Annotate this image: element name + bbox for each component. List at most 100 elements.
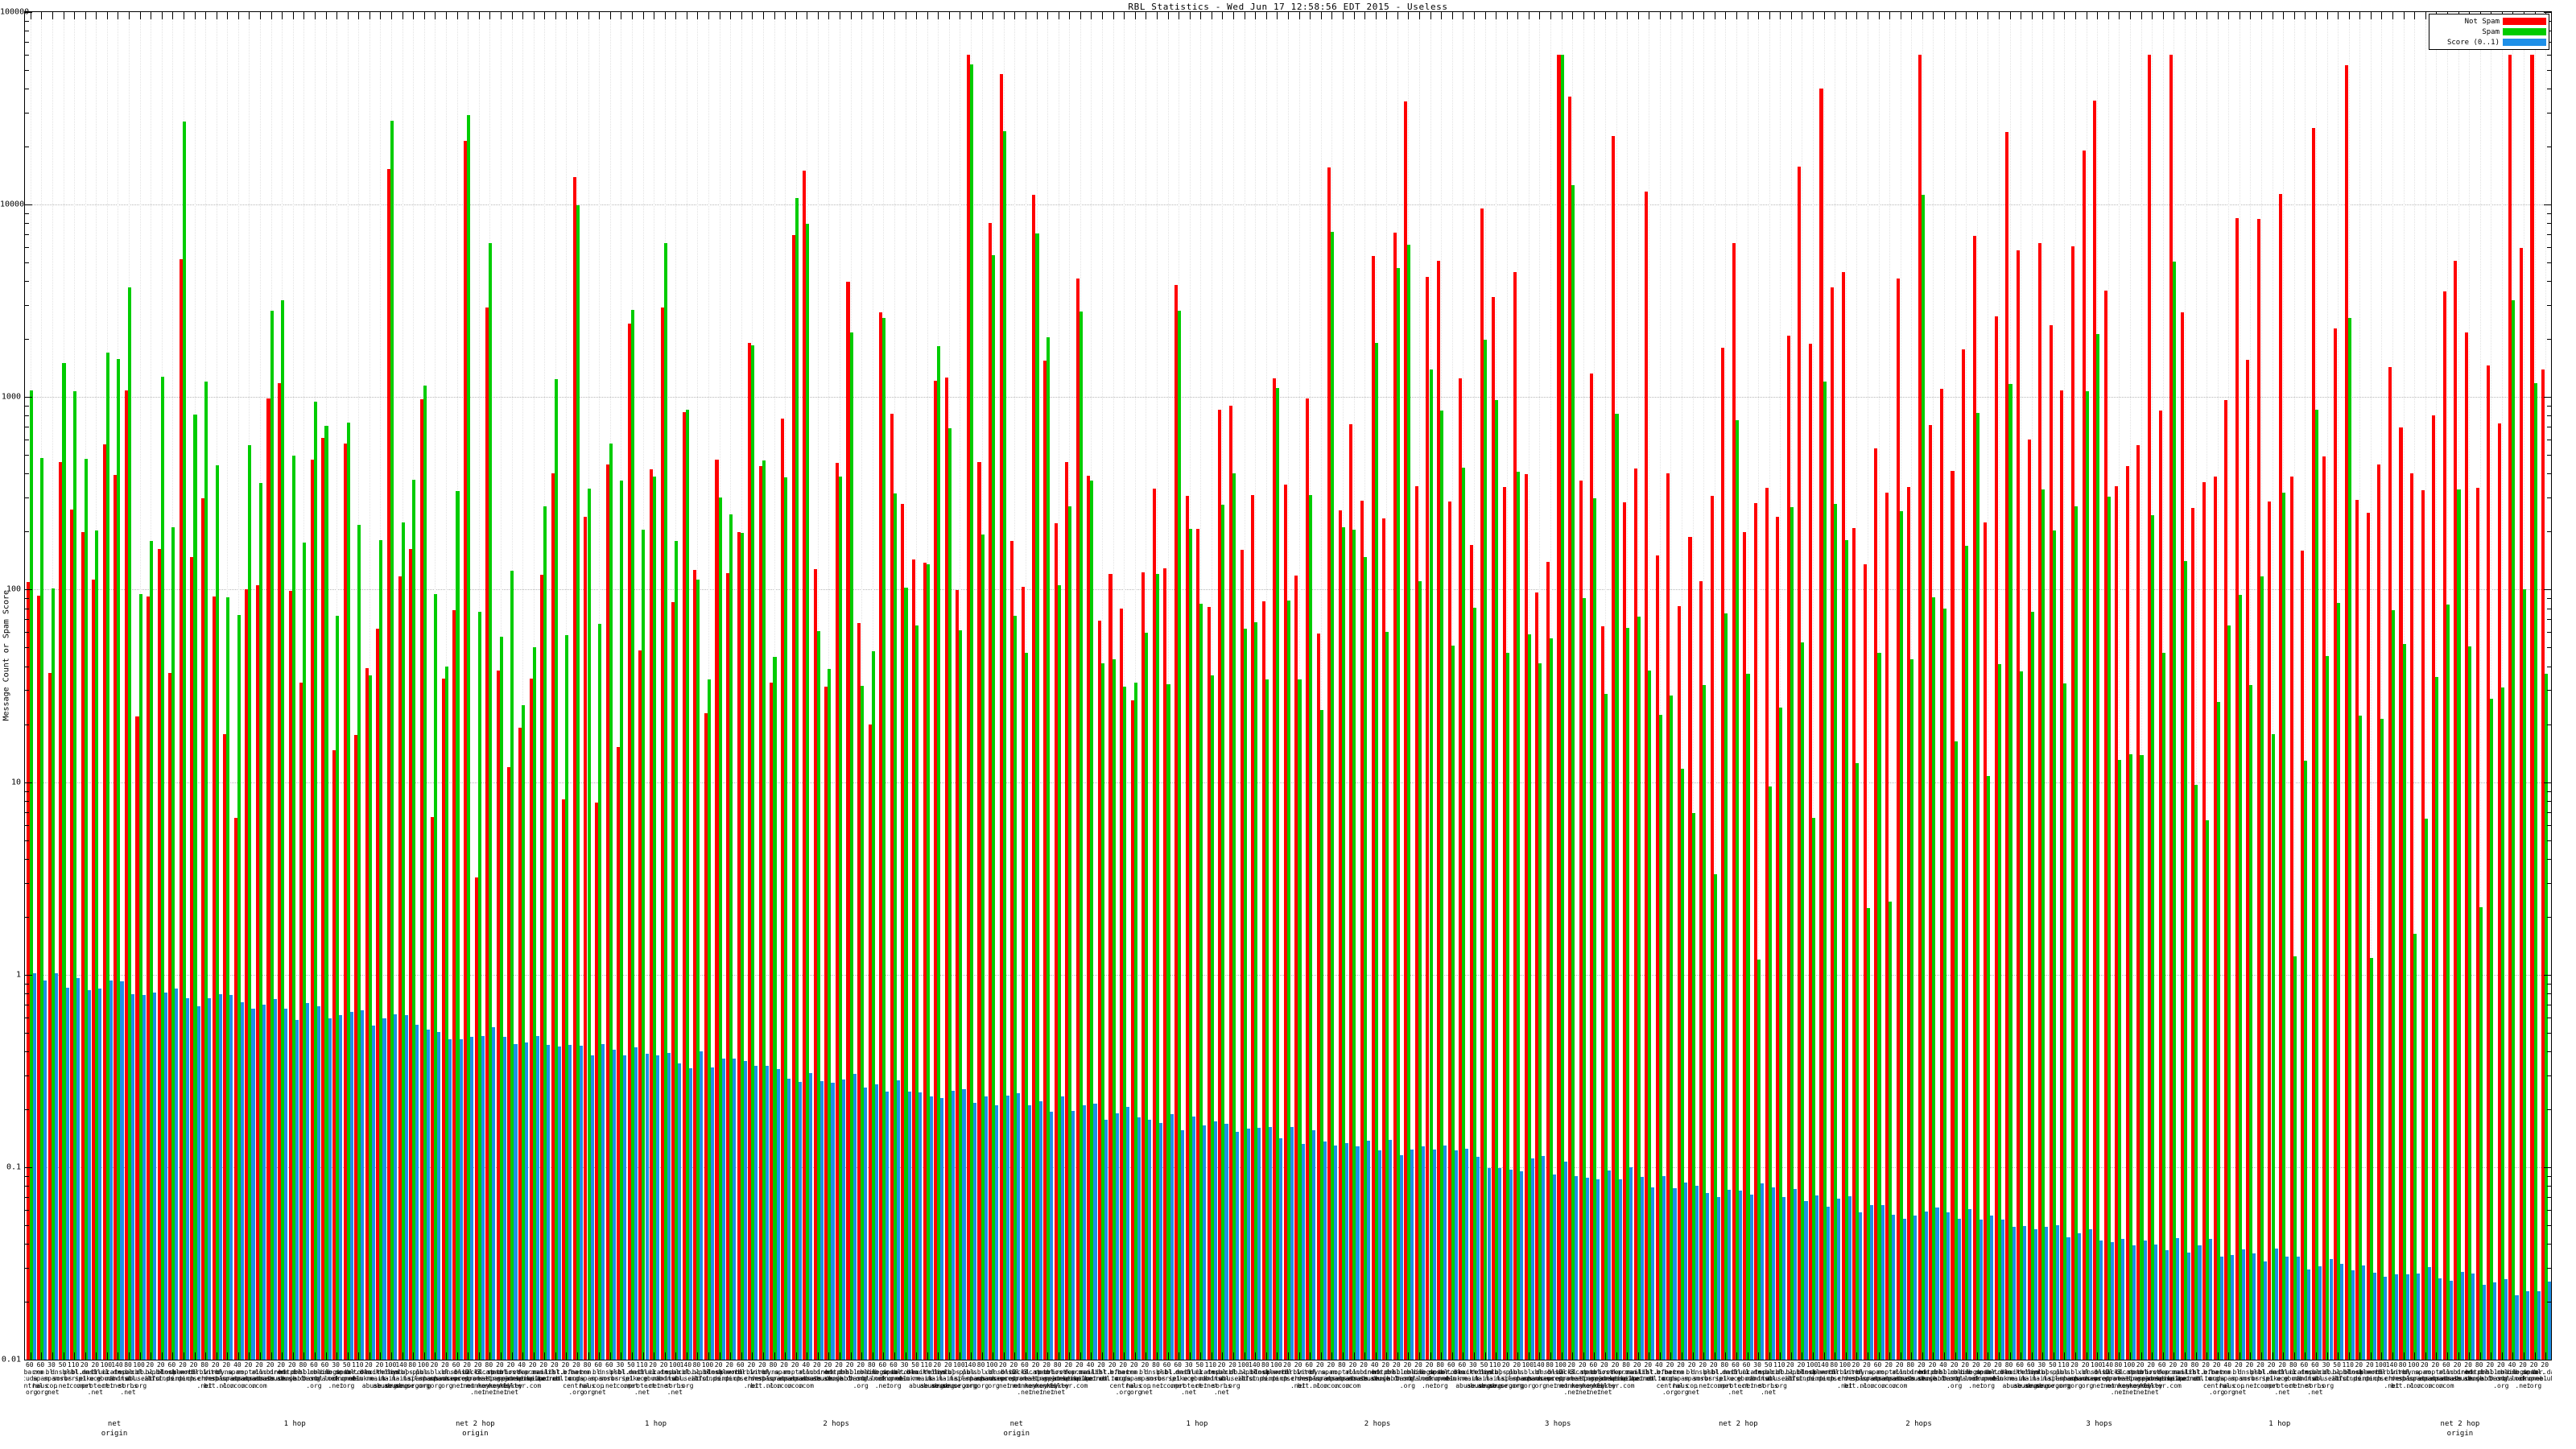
vertical-gridline [2479,12,2481,1360]
y-tick-minor-right [2547,800,2551,802]
bar-not-spam [354,734,358,1360]
vertical-gridline [2130,12,2131,1360]
bar-not-spam [245,588,249,1360]
x-tick-label: 20 b.barra cuda central .org [563,1362,590,1396]
y-tick-minor [25,690,29,691]
x-tick-label: 30 bsb.spam lookup .net [320,1362,352,1389]
x-tick-label: 20 rbl-plus mail-abuse.org [1488,1362,1524,1389]
y-tick-minor [25,1224,29,1226]
x-tick-label: 60 truncate gbudb .net [1731,1362,1762,1389]
vertical-gridline [2414,12,2416,1360]
y-tick [25,1166,32,1168]
x-tick-label: 140 xbl. spamhaus .org [1523,1362,1554,1389]
bar-not-spam [47,672,52,1360]
bar-score [1290,1126,1294,1360]
bar-score [1563,1161,1567,1360]
x-tick-top [2414,12,2416,19]
x-tick-label: 20 rbl.inter server .net [1280,1362,1316,1389]
x-tick-top [468,12,469,19]
bar-score [2395,1274,2399,1360]
x-tick-top [1659,12,1661,19]
x-tick-bottom [1233,1352,1235,1360]
x-tick-top [1736,12,1737,19]
x-tick-bottom [402,1352,403,1360]
x-tick-label: 100 bl.spam eating monkey .net [2116,1362,2143,1396]
y-tick-minor [25,20,29,22]
bar-not-spam [278,382,282,1360]
bar-score [1236,1131,1240,1360]
bar-spam [1133,683,1137,1360]
x-tick-bottom [106,1352,108,1360]
x-tick-label: 60 psbl. surriel .com [1153,1362,1181,1389]
x-tick-top [380,12,382,19]
x-tick-label: 20 dnsbl. sorbs .net [2237,1362,2261,1389]
x-tick-label: 100 bl.block list.de [691,1362,724,1382]
bar-not-spam [376,629,380,1360]
x-tick-top [894,12,895,19]
bar-score [1684,1182,1688,1360]
y-tick-minor-right [2547,55,2551,56]
bar-score [349,1011,353,1360]
x-group-sublabel: origin [2446,1430,2474,1438]
x-tick-top [1944,12,1946,19]
x-tick-label: 20 dnsbl. sorbs .net [1690,1362,1715,1389]
bar-score [1738,1191,1742,1360]
x-tick-bottom [1277,1352,1278,1360]
x-tick-bottom [2228,1352,2230,1360]
bar-score [394,1013,398,1360]
bar-score [1312,1130,1316,1360]
bar-not-spam [758,466,762,1360]
x-tick-bottom [249,1352,250,1360]
bar-score [218,993,222,1360]
bar-spam [762,460,766,1360]
x-tick-label: 60 dnsbl. sorbs .net [597,1362,621,1389]
y-tick-label: 10 [10,778,21,787]
bar-not-spam [1798,166,1802,1360]
bar-spam [1899,510,1903,1360]
x-tick-top [85,12,86,19]
x-tick-top [1386,12,1388,19]
x-tick-label: 60 rbl.mega rbl.net [309,1362,341,1382]
bar-spam [1801,642,1805,1360]
bar-score [196,1005,200,1360]
vertical-gridline [1692,12,1694,1360]
x-tick-top [609,12,611,19]
bar-not-spam [660,308,664,1360]
bar-not-spam [693,569,697,1360]
x-tick-bottom [435,1352,436,1360]
x-tick-bottom [2217,1352,2219,1360]
bar-score [295,1019,299,1360]
bar-spam [1582,598,1586,1360]
y-tick-minor-right [2547,406,2551,407]
bar-score [557,1046,561,1360]
x-tick-label: 20 dnsbl. njabl.org [2472,1362,2508,1382]
x-tick-label: 20 truncate gbudb .net [637,1362,669,1389]
x-tick-bottom [927,1352,928,1360]
x-group-sublabel: origin [101,1430,128,1438]
bar-not-spam [1612,136,1616,1360]
bar-not-spam [1087,475,1091,1360]
bar-spam [1910,658,1914,1360]
x-tick-top [74,12,76,19]
x-tick-top [2009,12,2011,19]
bar-score [1520,1171,1524,1360]
bar-spam [587,489,591,1360]
bar-score [120,981,124,1360]
bar-spam [1670,696,1674,1360]
x-tick-label: 100 dnsbl-3 uceprot .net [1546,1362,1575,1389]
y-tick [25,974,32,976]
bar-not-spam [595,802,599,1360]
bar-spam [138,594,142,1360]
bar-spam [1505,653,1509,1360]
bar-score [404,1015,408,1360]
bar-not-spam [1655,555,1659,1360]
x-tick-bottom [1604,1352,1606,1360]
bar-spam [1593,497,1597,1360]
bar-not-spam [803,170,807,1360]
bar-spam [204,382,208,1360]
x-tick-bottom [762,1352,764,1360]
x-tick-bottom [96,1352,97,1360]
bar-spam [2194,785,2198,1360]
bar-not-spam [966,54,970,1360]
